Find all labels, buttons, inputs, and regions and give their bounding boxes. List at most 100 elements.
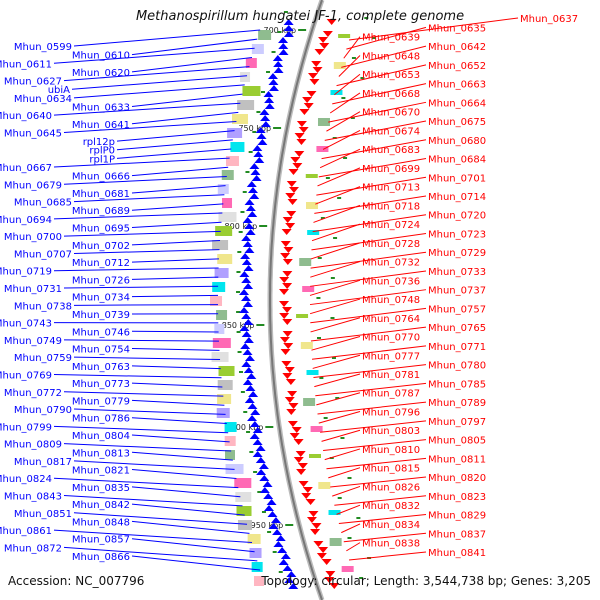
gene-label[interactable]: Mhun_0718 <box>362 201 420 212</box>
gene-label[interactable]: Mhun_0834 <box>362 520 420 531</box>
gene-label[interactable]: Mhun_0820 <box>428 473 486 484</box>
gene-label[interactable]: Mhun_0809 <box>4 440 62 451</box>
gene-label[interactable]: Mhun_0824 <box>0 474 52 485</box>
gene-label[interactable]: Mhun_0720 <box>428 211 486 222</box>
gene-label[interactable]: Mhun_0635 <box>428 23 486 34</box>
gene-label[interactable]: rpl12p <box>83 137 115 148</box>
gene-label[interactable]: Mhun_0841 <box>428 548 486 559</box>
gene-label[interactable]: Mhun_0811 <box>428 454 486 465</box>
gene-label[interactable]: Mhun_0787 <box>362 389 420 400</box>
gene-label[interactable]: Mhun_0610 <box>72 51 130 62</box>
gene-label[interactable]: Mhun_0620 <box>72 68 130 79</box>
gene-label[interactable]: Mhun_0680 <box>428 136 486 147</box>
gene-label[interactable]: ubiA <box>48 85 70 96</box>
gene-label[interactable]: Mhun_0759 <box>14 353 72 364</box>
gene-label[interactable]: Mhun_0773 <box>72 379 130 390</box>
gene-label[interactable]: Mhun_0837 <box>428 529 486 540</box>
gene-label[interactable]: Mhun_0736 <box>362 276 420 287</box>
gene-label[interactable]: Mhun_0599 <box>14 42 72 53</box>
gene-label[interactable]: Mhun_0857 <box>72 535 130 546</box>
gene-label[interactable]: Mhun_0810 <box>362 445 420 456</box>
gene-label[interactable]: Mhun_0684 <box>428 155 486 166</box>
gene-label[interactable]: Mhun_0713 <box>362 183 420 194</box>
gene-label[interactable]: Mhun_0695 <box>72 224 130 235</box>
gene-label[interactable]: Mhun_0701 <box>428 173 486 184</box>
gene-label[interactable]: Mhun_0785 <box>428 379 486 390</box>
gene-label[interactable]: Mhun_0719 <box>0 267 52 278</box>
gene-label[interactable]: Mhun_0668 <box>362 89 420 100</box>
gene-label[interactable]: Mhun_0805 <box>428 436 486 447</box>
gene-label[interactable]: Mhun_0724 <box>362 220 420 231</box>
gene-label[interactable]: Mhun_0670 <box>362 108 420 119</box>
gene-label[interactable]: Mhun_0848 <box>72 517 130 528</box>
gene-label[interactable]: Mhun_0675 <box>428 117 486 128</box>
gene-label[interactable]: Mhun_0738 <box>14 301 72 312</box>
gene-label[interactable]: Mhun_0634 <box>14 94 72 105</box>
gene-label[interactable]: Mhun_0683 <box>362 145 420 156</box>
gene-label[interactable]: Mhun_0674 <box>362 126 420 137</box>
gene-label[interactable]: Mhun_0851 <box>14 509 72 520</box>
gene-label[interactable]: Mhun_0804 <box>72 431 130 442</box>
gene-label[interactable]: Mhun_0779 <box>72 396 130 407</box>
gene-label[interactable]: Mhun_0813 <box>72 448 130 459</box>
gene-label[interactable]: Mhun_0843 <box>4 491 62 502</box>
gene-label[interactable]: Mhun_0769 <box>0 370 52 381</box>
gene-label[interactable]: rplP0 <box>89 146 115 157</box>
gene-label[interactable]: Mhun_0754 <box>72 345 130 356</box>
gene-label[interactable]: Mhun_0777 <box>362 351 420 362</box>
gene-label[interactable]: Mhun_0667 <box>0 163 52 174</box>
gene-label[interactable]: Mhun_0734 <box>72 293 130 304</box>
gene-label[interactable]: Mhun_0786 <box>72 414 130 425</box>
gene-label[interactable]: Mhun_0781 <box>362 370 420 381</box>
gene-label[interactable]: Mhun_0679 <box>4 180 62 191</box>
gene-label[interactable]: Mhun_0714 <box>428 192 486 203</box>
gene-label[interactable]: Mhun_0699 <box>362 164 420 175</box>
gene-label[interactable]: Mhun_0611 <box>0 59 52 70</box>
gene-label[interactable]: Mhun_0652 <box>428 61 486 72</box>
gene-label[interactable]: Mhun_0743 <box>0 319 52 330</box>
gene-label[interactable]: Mhun_0694 <box>0 215 52 226</box>
gene-label[interactable]: Mhun_0653 <box>362 70 420 81</box>
gene-label[interactable]: Mhun_0633 <box>72 103 130 114</box>
gene-label[interactable]: Mhun_0866 <box>72 552 130 563</box>
gene-label[interactable]: Mhun_0797 <box>428 417 486 428</box>
gene-label[interactable]: Mhun_0872 <box>4 543 62 554</box>
gene-label[interactable]: Mhun_0702 <box>72 241 130 252</box>
gene-label[interactable]: Mhun_0789 <box>428 398 486 409</box>
gene-label[interactable]: Mhun_0823 <box>428 492 486 503</box>
gene-label[interactable]: Mhun_0640 <box>0 111 52 122</box>
gene-label[interactable]: Mhun_0817 <box>14 457 72 468</box>
gene-label[interactable]: Mhun_0739 <box>72 310 130 321</box>
gene-label[interactable]: Mhun_0838 <box>362 539 420 550</box>
gene-label[interactable]: Mhun_0732 <box>362 258 420 269</box>
gene-label[interactable]: Mhun_0749 <box>4 336 62 347</box>
gene-label[interactable]: Mhun_0681 <box>72 189 130 200</box>
gene-label[interactable]: Mhun_0757 <box>428 304 486 315</box>
gene-label[interactable]: Mhun_0723 <box>428 229 486 240</box>
gene-label[interactable]: Mhun_0728 <box>362 239 420 250</box>
gene-label[interactable]: Mhun_0712 <box>72 258 130 269</box>
gene-label[interactable]: Mhun_0799 <box>0 422 52 433</box>
gene-label[interactable]: Mhun_0748 <box>362 295 420 306</box>
gene-label[interactable]: Mhun_0790 <box>14 405 72 416</box>
gene-label[interactable]: Mhun_0645 <box>4 128 62 139</box>
gene-label[interactable]: Mhun_0829 <box>428 511 486 522</box>
gene-label[interactable]: Mhun_0642 <box>428 42 486 53</box>
gene-label[interactable]: Mhun_0821 <box>72 466 130 477</box>
gene-label[interactable]: Mhun_0763 <box>72 362 130 373</box>
gene-label[interactable]: Mhun_0733 <box>428 267 486 278</box>
gene-label[interactable]: Mhun_0627 <box>4 77 62 88</box>
gene-label[interactable]: Mhun_0689 <box>72 206 130 217</box>
gene-label[interactable]: Mhun_0729 <box>428 248 486 259</box>
gene-label[interactable]: Mhun_0731 <box>4 284 62 295</box>
gene-label[interactable]: rpl1P <box>89 154 115 165</box>
gene-label[interactable]: Mhun_0861 <box>0 526 52 537</box>
gene-label[interactable]: Mhun_0842 <box>72 500 130 511</box>
gene-label[interactable]: Mhun_0737 <box>428 286 486 297</box>
gene-label[interactable]: Mhun_0707 <box>14 249 72 260</box>
gene-label[interactable]: Mhun_0815 <box>362 464 420 475</box>
gene-label[interactable]: Mhun_0771 <box>428 342 486 353</box>
gene-label[interactable]: Mhun_0664 <box>428 98 486 109</box>
gene-label[interactable]: Mhun_0765 <box>428 323 486 334</box>
gene-label[interactable]: Mhun_0648 <box>362 51 420 62</box>
